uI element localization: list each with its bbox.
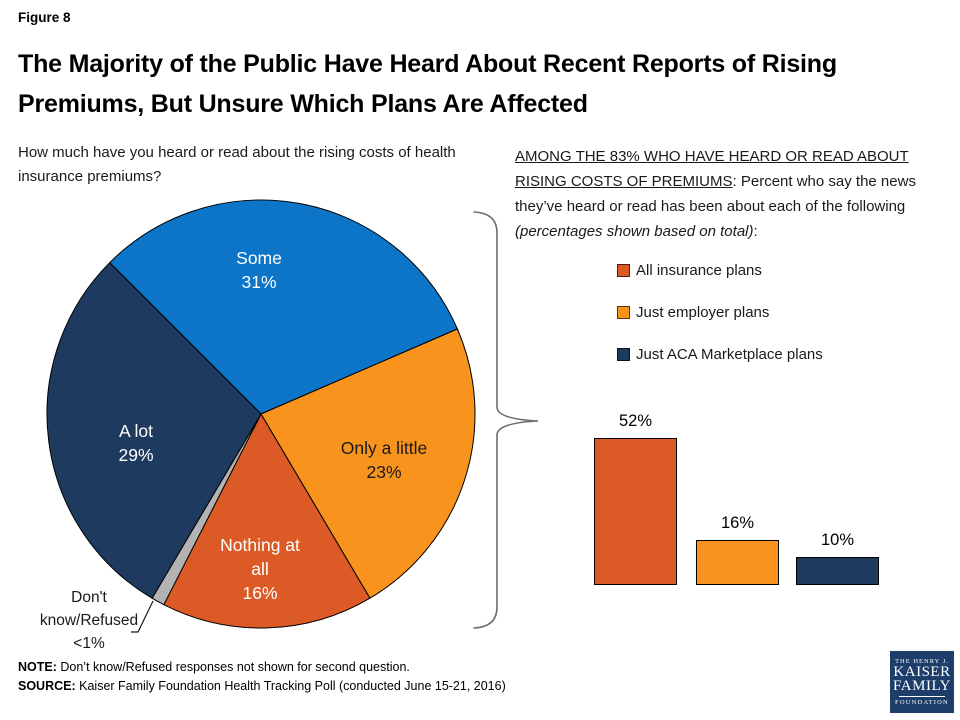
legend-label: Just ACA Marketplace plans bbox=[636, 346, 823, 363]
logo-text-kaiser: KAISER bbox=[893, 664, 951, 680]
intro-italic: (percentages shown based on total) bbox=[515, 223, 754, 240]
intro-tail: : bbox=[753, 223, 758, 240]
legend-swatch-icon bbox=[617, 348, 630, 361]
legend-item-2: Just ACA Marketplace plans bbox=[617, 346, 823, 363]
pie-label-some: Some 31% bbox=[236, 248, 282, 292]
legend-swatch-icon bbox=[617, 264, 630, 277]
page-title: The Majority of the Public Have Heard Ab… bbox=[18, 50, 837, 118]
bar-value-label: 52% bbox=[618, 412, 653, 430]
legend-label: All insurance plans bbox=[636, 262, 762, 279]
bar-just-employer-plans bbox=[696, 540, 779, 585]
footer-notes: NOTE: Don’t know/Refused responses not s… bbox=[18, 658, 506, 695]
pie-slice-a-lot bbox=[46, 262, 262, 599]
pie-question: How much have you heard or read about th… bbox=[18, 144, 456, 185]
bar-value-label: 16% bbox=[720, 514, 755, 532]
bar-all-insurance-plans bbox=[594, 438, 677, 585]
pie-label-a-lot: A lot 29% bbox=[118, 421, 154, 465]
source-line: SOURCE: Kaiser Family Foundation Health … bbox=[18, 678, 506, 693]
pie-chart bbox=[46, 199, 476, 633]
brace-connector bbox=[473, 211, 539, 629]
intro-text: : Percent who say the news they’ve heard… bbox=[515, 173, 916, 215]
legend-item-1: Just employer plans bbox=[617, 304, 823, 321]
dont-know-leader-line bbox=[131, 600, 154, 633]
bar-chart-intro: AMONG THE 83% WHO HAVE HEARD OR READ ABO… bbox=[515, 144, 953, 244]
logo-text-family: FAMILY bbox=[893, 678, 951, 694]
note-line: NOTE: Don’t know/Refused responses not s… bbox=[18, 660, 410, 674]
logo-text-foundation: FOUNDATION bbox=[895, 699, 949, 706]
logo-text-henry-j: THE HENRY J. bbox=[895, 658, 949, 665]
bar-chart: 52% 16% 10% bbox=[594, 395, 879, 585]
pie-slice-nothing-at-all bbox=[163, 413, 371, 629]
pie-label-nothing-at-all: Nothing at all 16% bbox=[220, 535, 300, 603]
figure-number: Figure 8 bbox=[18, 10, 71, 25]
intro-underlined: AMONG THE 83% WHO HAVE HEARD OR READ ABO… bbox=[515, 148, 909, 190]
pie-slice-some bbox=[109, 199, 458, 415]
legend-swatch-icon bbox=[617, 306, 630, 319]
pie-label-dont-know-refused: Don't know/Refused <1% bbox=[39, 589, 139, 652]
pie-label-only-a-little: Only a little 23% bbox=[340, 438, 428, 482]
logo-divider bbox=[899, 696, 945, 697]
pie-slice-only-a-little bbox=[260, 328, 476, 599]
bar-chart-legend: All insurance plans Just employer plans Ju… bbox=[617, 262, 823, 389]
bar-value-label: 10% bbox=[820, 531, 855, 549]
bar-just-aca-marketplace-plans bbox=[796, 557, 879, 585]
kff-foundation-logo: THE HENRY J. KAISER FAMILY FOUNDATION bbox=[890, 651, 954, 713]
legend-item-0: All insurance plans bbox=[617, 262, 823, 279]
legend-label: Just employer plans bbox=[636, 304, 770, 321]
